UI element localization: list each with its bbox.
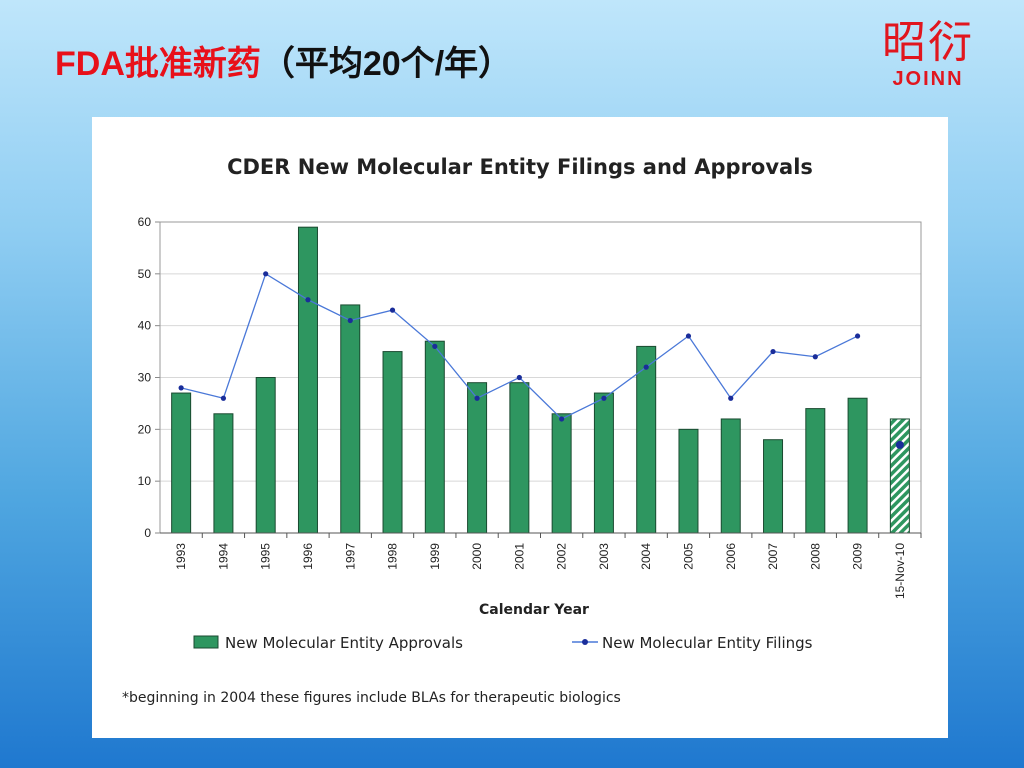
x-tick-label: 2005	[681, 543, 695, 570]
bar	[467, 382, 488, 534]
filings-point	[474, 395, 480, 401]
filings-point	[559, 416, 565, 422]
bar	[382, 351, 403, 534]
filings-point-partial-year	[895, 440, 904, 449]
filings-point	[728, 395, 734, 401]
filings-point	[389, 307, 396, 313]
x-tick-label: 2000	[470, 543, 484, 570]
legend-approvals-swatch	[193, 635, 219, 649]
filings-point	[812, 354, 818, 360]
bar	[255, 377, 276, 534]
bar	[297, 226, 318, 534]
chart: CDER New Molecular Entity Filings and Ap…	[122, 155, 922, 706]
y-tick-label: 30	[138, 371, 152, 385]
slide-title: FDA批准新药（平均20个/年）	[55, 36, 512, 85]
bar	[720, 418, 741, 534]
x-tick-label: 2007	[766, 543, 780, 570]
bar	[805, 408, 826, 534]
x-tick-label: 2006	[724, 543, 738, 570]
logo-english: JOINN	[892, 68, 964, 90]
x-tick-label: 1993	[174, 543, 188, 570]
x-tick-label: 1999	[428, 543, 442, 570]
x-tick-label: 1994	[216, 543, 230, 570]
chart-title: CDER New Molecular Entity Filings and Ap…	[227, 155, 813, 179]
y-tick-label: 60	[138, 215, 152, 229]
bar	[171, 392, 192, 534]
x-axis-label: Calendar Year	[479, 602, 589, 618]
filings-point	[305, 297, 311, 303]
bar	[763, 439, 784, 534]
slide-title-sub: （平均20个/年）	[260, 45, 513, 83]
x-tick-label: 2001	[512, 543, 526, 570]
filings-point	[770, 348, 776, 355]
joinn-logo: 昭衍 JOINN	[868, 18, 988, 91]
y-tick-label: 0	[144, 526, 151, 540]
legend-filings-label: New Molecular Entity Filings	[602, 634, 813, 652]
filings-point	[854, 333, 861, 339]
bar	[551, 413, 572, 534]
legend-filings-marker	[582, 639, 588, 645]
x-tick-label: 2002	[555, 543, 569, 570]
bar	[340, 304, 361, 534]
y-tick-label: 10	[138, 474, 152, 488]
filings-point	[220, 395, 227, 401]
x-tick-label: 1997	[343, 543, 357, 570]
x-tick-label: 2003	[597, 543, 611, 570]
bar	[213, 413, 234, 534]
bar	[636, 345, 657, 534]
x-tick-label: 2004	[639, 543, 653, 570]
x-tick-label: 1996	[301, 543, 315, 570]
filings-point	[685, 333, 692, 339]
x-tick-label: 1995	[259, 543, 273, 570]
bar-partial-year	[889, 418, 910, 534]
x-tick-label: 2009	[851, 543, 865, 570]
filings-point	[643, 364, 649, 370]
x-tick-label: 1998	[386, 543, 400, 570]
bar	[593, 392, 614, 534]
slide-title-main: FDA批准新药	[55, 45, 261, 83]
filings-point	[432, 343, 438, 349]
y-tick-label: 40	[138, 319, 152, 333]
filings-point	[178, 385, 184, 391]
filings-point	[516, 374, 522, 381]
y-tick-label: 50	[138, 267, 152, 281]
filings-point	[347, 317, 353, 324]
y-tick-label: 20	[138, 422, 152, 436]
logo-chinese: 昭衍	[882, 17, 974, 68]
bar	[509, 382, 530, 534]
bar	[847, 397, 868, 534]
legend: New Molecular Entity Approvals New Molec…	[193, 634, 813, 652]
chart-footnote: *beginning in 2004 these figures include…	[122, 690, 621, 706]
filings-point	[263, 271, 269, 277]
bar	[424, 340, 445, 534]
legend-approvals-label: New Molecular Entity Approvals	[225, 634, 463, 652]
bar	[678, 428, 699, 534]
x-tick-label: 2008	[808, 543, 822, 570]
filings-point	[601, 395, 607, 401]
chart-panel: CDER New Molecular Entity Filings and Ap…	[92, 117, 948, 738]
x-tick-label: 15-Nov-10	[893, 543, 907, 599]
